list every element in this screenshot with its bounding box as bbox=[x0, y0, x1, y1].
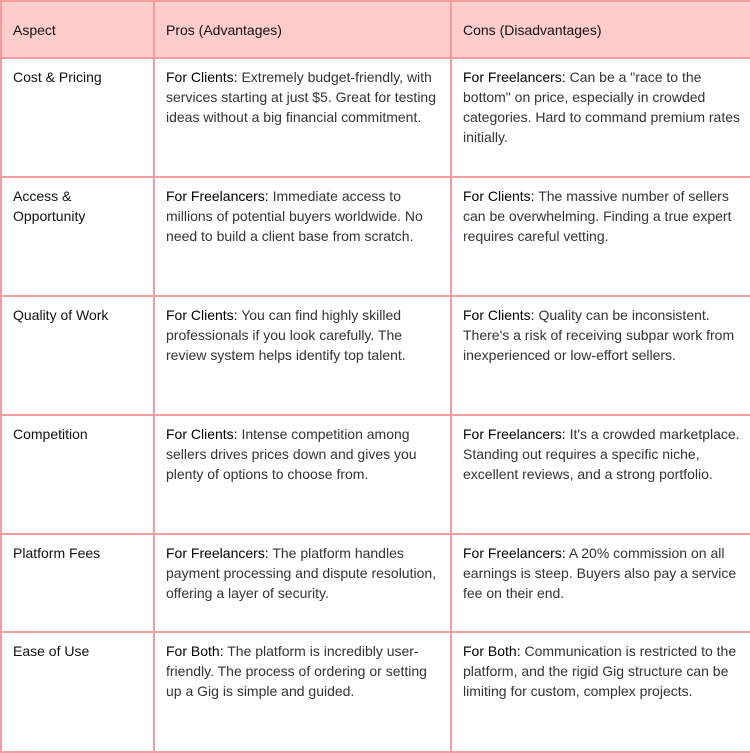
pros-cell: For Clients: Intense competition among s… bbox=[153, 414, 452, 535]
header-cons: Cons (Disadvantages) bbox=[450, 0, 750, 59]
pros-text: Immediate access to millions of potentia… bbox=[166, 188, 423, 244]
pros-text: The platform handles payment processing … bbox=[166, 545, 437, 601]
pros-text: Extremely budget-friendly, with services… bbox=[166, 69, 437, 125]
aspect-cell: Cost & Pricing bbox=[0, 57, 155, 178]
cons-cell: For Freelancers: A 20% commission on all… bbox=[450, 533, 750, 633]
pros-audience: For Freelancers: bbox=[166, 545, 269, 561]
cons-audience: For Freelancers: bbox=[463, 545, 566, 561]
pros-audience: For Freelancers: bbox=[166, 188, 269, 204]
cons-cell: For Clients: The massive number of selle… bbox=[450, 176, 750, 297]
table-row: Ease of Use For Both: The platform is inc… bbox=[0, 631, 750, 753]
pros-text: The platform is incredibly user-friendly… bbox=[166, 643, 427, 699]
pros-text: Intense competition among sellers drives… bbox=[166, 426, 417, 482]
cons-cell: For Freelancers: It's a crowded marketpl… bbox=[450, 414, 750, 535]
header-aspect: Aspect bbox=[0, 0, 155, 59]
pros-audience: For Clients: bbox=[166, 426, 238, 442]
cons-text: Can be a "race to the bottom" on price, … bbox=[463, 69, 740, 145]
pros-audience: For Both: bbox=[166, 643, 224, 659]
cons-audience: For Clients: bbox=[463, 307, 535, 323]
table-row: Quality of Work For Clients: You can find… bbox=[0, 295, 750, 416]
cons-text: The massive number of sellers can be ove… bbox=[463, 188, 732, 244]
cons-cell: For Clients: Quality can be inconsistent… bbox=[450, 295, 750, 416]
aspect-cell: Access & Opportunity bbox=[0, 176, 155, 297]
cons-audience: For Both: bbox=[463, 643, 521, 659]
cons-text: Communication is restricted to the platf… bbox=[463, 643, 737, 699]
cons-audience: For Freelancers: bbox=[463, 69, 566, 85]
aspect-cell: Ease of Use bbox=[0, 631, 155, 753]
pros-audience: For Clients: bbox=[166, 307, 238, 323]
cons-cell: For Freelancers: Can be a "race to the b… bbox=[450, 57, 750, 178]
pros-text: You can find highly skilled professional… bbox=[166, 307, 406, 363]
aspect-cell: Competition bbox=[0, 414, 155, 535]
pros-cell: For Both: The platform is incredibly use… bbox=[153, 631, 452, 753]
table-row: Platform Fees For Freelancers: The platfo… bbox=[0, 533, 750, 633]
pros-cell: For Freelancers: The platform handles pa… bbox=[153, 533, 452, 633]
table-row: Access & Opportunity For Freelancers: Imm… bbox=[0, 176, 750, 297]
cons-cell: For Both: Communication is restricted to… bbox=[450, 631, 750, 753]
header-pros: Pros (Advantages) bbox=[153, 0, 452, 59]
aspect-cell: Platform Fees bbox=[0, 533, 155, 633]
header-row: Aspect Pros (Advantages) Cons (Disadvant… bbox=[0, 0, 750, 59]
pros-cell: For Clients: You can find highly skilled… bbox=[153, 295, 452, 416]
cons-audience: For Freelancers: bbox=[463, 426, 566, 442]
table-row: Competition For Clients: Intense competit… bbox=[0, 414, 750, 535]
table-row: Cost & Pricing For Clients: Extremely bud… bbox=[0, 57, 750, 178]
pros-cell: For Freelancers: Immediate access to mil… bbox=[153, 176, 452, 297]
aspect-cell: Quality of Work bbox=[0, 295, 155, 416]
pros-cell: For Clients: Extremely budget-friendly, … bbox=[153, 57, 452, 178]
pros-audience: For Clients: bbox=[166, 69, 238, 85]
cons-audience: For Clients: bbox=[463, 188, 535, 204]
cons-text: It's a crowded marketplace. Standing out… bbox=[463, 426, 740, 482]
cons-text: A 20% commission on all earnings is stee… bbox=[463, 545, 737, 601]
cons-text: Quality can be inconsistent. There's a r… bbox=[463, 307, 735, 363]
